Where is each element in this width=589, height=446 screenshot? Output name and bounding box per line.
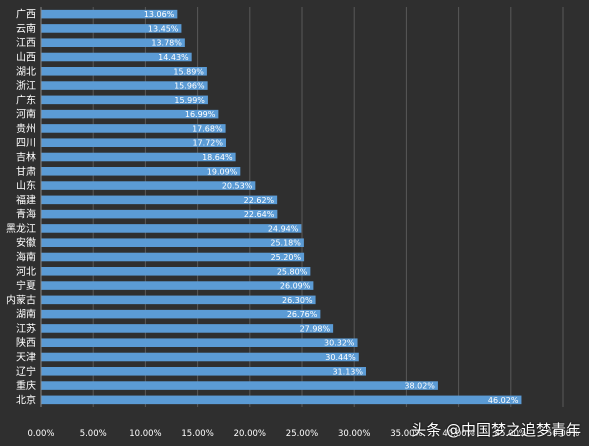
data-label: 14.43%: [158, 53, 189, 62]
x-tick-label: 45.00%: [495, 429, 527, 439]
category-label: 福建: [16, 193, 36, 206]
data-label: 26.76%: [287, 310, 318, 319]
data-label: 30.32%: [324, 339, 355, 348]
data-label: 25.20%: [271, 253, 302, 262]
data-label: 25.80%: [277, 267, 308, 276]
x-tick-label: 0.00%: [27, 429, 54, 439]
data-label: 19.09%: [207, 167, 238, 176]
bar: [41, 181, 256, 190]
category-label: 云南: [16, 22, 36, 35]
category-label: 河南: [16, 108, 36, 121]
data-label: 15.99%: [174, 96, 205, 105]
bar: [41, 209, 278, 219]
x-tick-label: 50.00%: [547, 429, 579, 439]
x-tick-label: 10.00%: [129, 429, 161, 439]
category-label: 河北: [16, 266, 36, 278]
data-label: 17.68%: [192, 124, 223, 133]
x-tick-label: 25.00%: [286, 429, 318, 439]
category-label: 黑龙江: [6, 222, 36, 235]
bar: [41, 238, 304, 247]
data-label: 15.96%: [174, 82, 205, 91]
category-label: 辽宁: [16, 365, 36, 378]
category-label: 广东: [16, 93, 36, 106]
bar: [41, 381, 438, 390]
category-label: 甘肃: [16, 165, 36, 178]
bar: [41, 9, 178, 19]
bar: [41, 95, 208, 105]
category-label: 山西: [16, 52, 36, 64]
bar: [41, 24, 182, 33]
data-label: 17.72%: [192, 139, 223, 148]
bar: [41, 152, 236, 162]
data-label: 18.64%: [202, 153, 233, 162]
category-label: 安徽: [16, 236, 36, 249]
data-label: 46.02%: [488, 396, 519, 405]
bar: [41, 252, 305, 262]
category-label: 宁夏: [16, 279, 36, 292]
bar: [41, 38, 185, 47]
bar: [41, 109, 219, 119]
data-label: 20.53%: [222, 182, 253, 191]
x-tick-label: 35.00%: [390, 429, 422, 439]
data-label: 22.64%: [244, 210, 275, 219]
data-label: 13.78%: [151, 39, 182, 48]
category-label: 浙江: [16, 80, 36, 92]
data-label: 25.18%: [270, 239, 301, 248]
bar: [41, 324, 334, 333]
data-label: 13.06%: [144, 10, 175, 19]
data-label: 26.09%: [280, 282, 311, 291]
data-label: 16.99%: [185, 110, 216, 119]
x-tick-label: 5.00%: [80, 429, 107, 439]
bar: [41, 124, 226, 133]
category-label: 山东: [16, 179, 36, 192]
data-label: 24.94%: [268, 224, 299, 233]
bar: [41, 195, 278, 205]
data-label: 26.30%: [282, 296, 313, 305]
bar: [41, 281, 314, 290]
bar: [41, 224, 302, 233]
category-label: 吉林: [16, 151, 36, 164]
x-tick-label: 20.00%: [234, 429, 266, 439]
category-label: 天津: [16, 352, 36, 364]
category-label: 湖南: [16, 308, 36, 321]
data-label: 27.98%: [300, 324, 331, 333]
data-label: 31.13%: [332, 367, 363, 376]
x-tick-label: 30.00%: [338, 429, 370, 439]
data-label: 13.45%: [148, 24, 179, 33]
bar: [41, 267, 311, 276]
category-label: 青海: [16, 208, 36, 221]
category-label: 湖北: [16, 66, 36, 78]
bar: [41, 81, 208, 90]
category-label: 贵州: [16, 122, 36, 135]
category-label: 陕西: [16, 336, 36, 349]
data-label: 38.02%: [404, 382, 435, 391]
bar: [41, 395, 522, 405]
bar: [41, 309, 321, 319]
bar: [41, 367, 366, 376]
category-label: 江西: [16, 37, 36, 49]
watermark: 头条 @中国梦之追梦青年: [411, 421, 581, 439]
category-label: 江苏: [16, 322, 36, 335]
bar: [41, 67, 207, 76]
x-tick-label: 40.00%: [442, 429, 474, 439]
category-label: 北京: [16, 393, 36, 406]
x-tick-label: 15.00%: [181, 429, 213, 439]
category-label: 重庆: [16, 379, 36, 392]
data-label: 30.44%: [325, 353, 356, 362]
bar: [41, 338, 358, 347]
bar: [41, 52, 192, 62]
bar: [41, 138, 226, 147]
category-label: 海南: [16, 251, 36, 264]
data-label: 15.89%: [173, 67, 204, 76]
category-label: 广西: [16, 9, 36, 21]
category-label: 四川: [16, 138, 36, 149]
bar: [41, 295, 316, 305]
category-label: 内蒙古: [6, 293, 36, 306]
data-label: 22.62%: [244, 196, 275, 205]
bar: [41, 352, 359, 362]
bar: [41, 167, 241, 176]
